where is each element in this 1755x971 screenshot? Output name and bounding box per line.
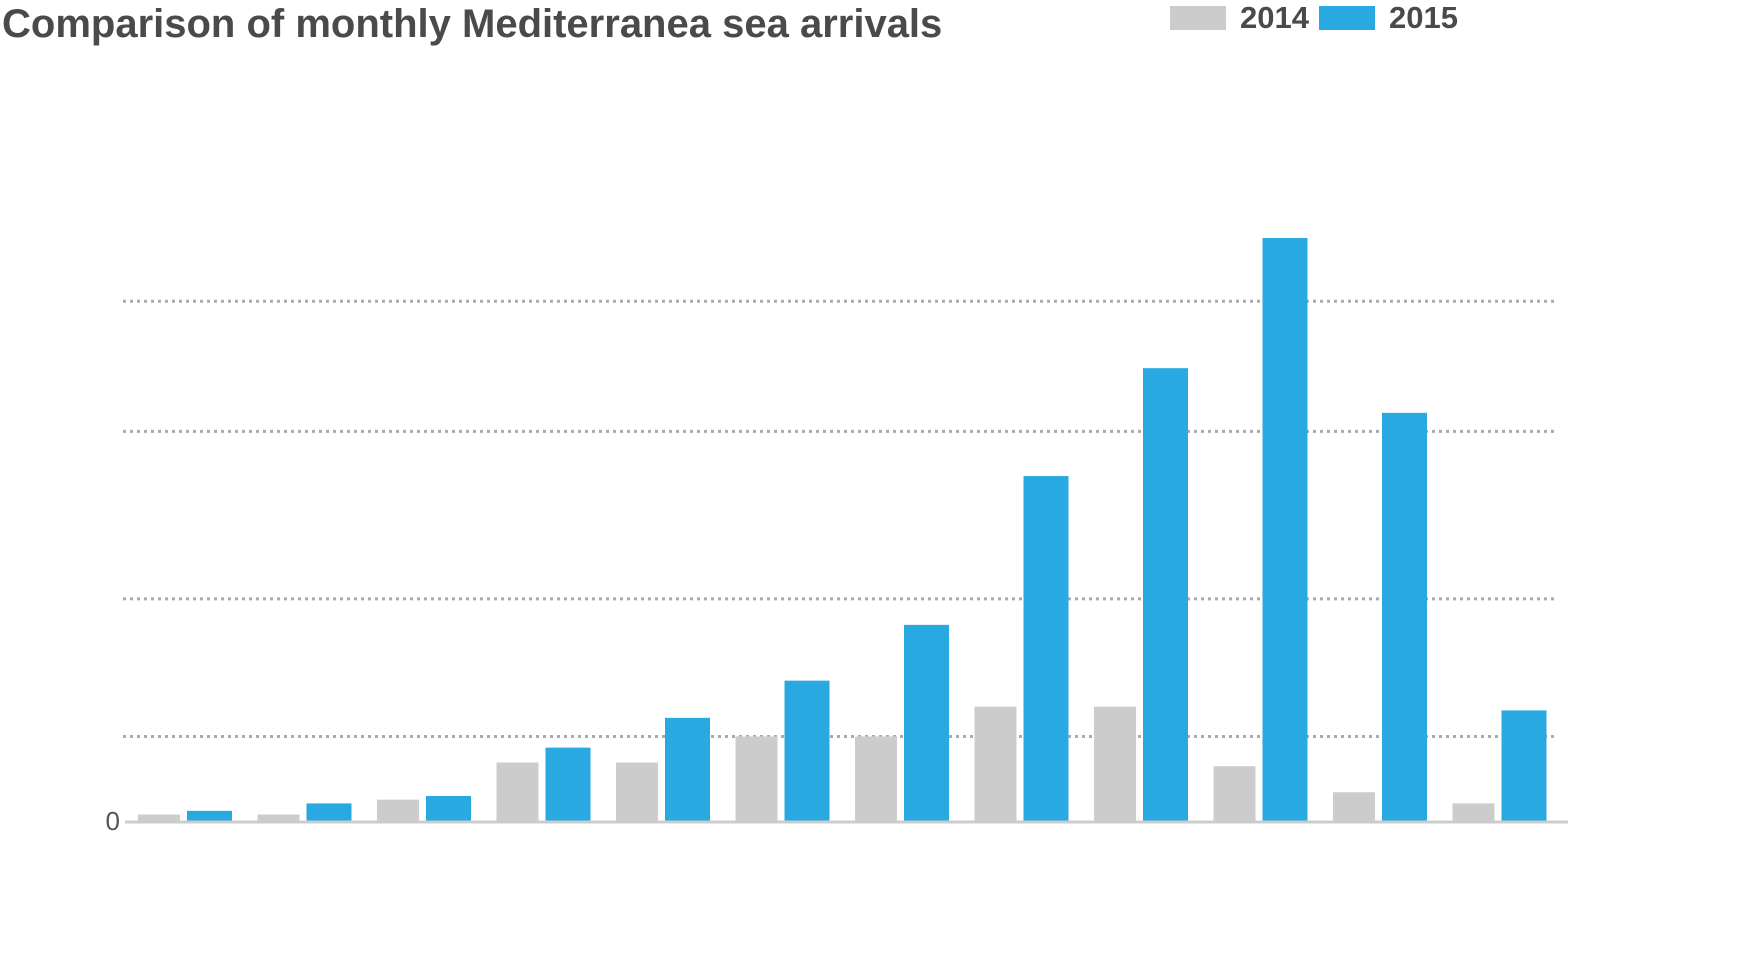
- bar-2015-7: [904, 624, 949, 822]
- legend-swatch-2015: [1318, 6, 1375, 30]
- bar-2014-6: [735, 736, 778, 822]
- bar-2015-9: [1143, 368, 1188, 822]
- bar-2015-1: [187, 810, 232, 822]
- bar-2014-7: [855, 736, 897, 822]
- bar-2014-10: [1213, 766, 1256, 822]
- chart-title: Comparison of monthly Mediterranea sea a…: [2, 2, 943, 46]
- bar-2014-8: [974, 706, 1017, 822]
- bar-2015-2: [306, 803, 352, 822]
- legend-label-2014: 2014: [1240, 0, 1309, 35]
- bar-2015-10: [1262, 238, 1308, 822]
- bar-2014-11: [1333, 792, 1375, 822]
- bar-2014-2: [257, 814, 300, 822]
- legend-item-2015: 2015: [1318, 0, 1458, 36]
- bar-2015-4: [545, 747, 591, 822]
- bar-2015-12: [1501, 710, 1547, 822]
- bar-2015-6: [784, 680, 830, 822]
- bar-2014-4: [496, 762, 539, 822]
- bar-2015-8: [1023, 476, 1069, 822]
- bar-2014-12: [1452, 803, 1495, 822]
- legend-label-2015: 2015: [1388, 0, 1458, 35]
- y-tick-label: 0: [106, 806, 120, 836]
- legend: 2014 2015: [1170, 0, 1468, 36]
- gridlines: [123, 299, 1558, 738]
- bar-2014-9: [1094, 706, 1136, 822]
- bars: [138, 238, 1547, 822]
- bar-2015-3: [426, 795, 471, 822]
- bar-2014-1: [138, 814, 180, 822]
- bar-2015-11: [1382, 412, 1427, 822]
- bar-2014-5: [616, 762, 658, 822]
- bar-2015-5: [665, 717, 710, 822]
- legend-item-2014: 2014: [1170, 0, 1309, 36]
- bar-2014-3: [377, 799, 419, 822]
- legend-swatch-2014: [1170, 6, 1226, 30]
